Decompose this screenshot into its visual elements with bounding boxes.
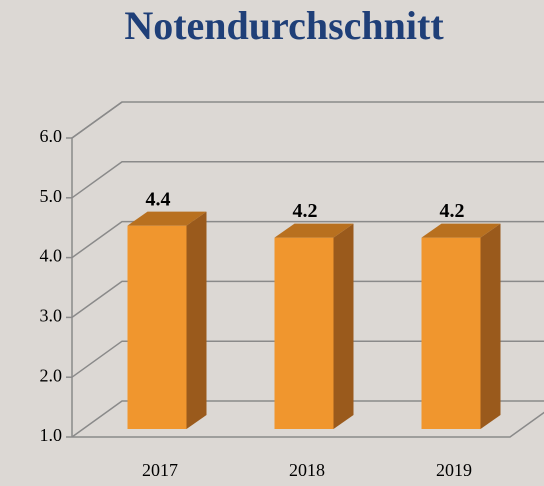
y-tick-label: 6.0 — [40, 126, 63, 146]
floor — [72, 411, 544, 438]
y-tick-label: 3.0 — [40, 306, 63, 326]
value-label: 4.2 — [293, 200, 318, 222]
bar-side — [186, 211, 207, 429]
value-label: 4.2 — [440, 200, 465, 222]
y-tick-label: 2.0 — [40, 365, 63, 385]
value-label: 4.4 — [146, 188, 171, 210]
x-tick-label: 2019 — [436, 460, 472, 480]
grid-line — [71, 400, 544, 438]
bar-side — [480, 223, 501, 429]
bar-top — [274, 223, 354, 238]
bar — [127, 225, 187, 429]
bar — [274, 237, 334, 429]
grid-line — [71, 340, 544, 378]
grid-line — [71, 101, 544, 139]
bar — [421, 237, 481, 429]
grid-line — [71, 161, 544, 199]
y-tick-label: 5.0 — [40, 186, 63, 206]
bar-top — [127, 211, 207, 226]
bar-top — [421, 223, 501, 238]
y-tick-label: 1.0 — [40, 425, 63, 445]
x-tick-label: 2017 — [142, 460, 178, 480]
grid-line — [71, 220, 544, 259]
bar-side — [333, 223, 354, 429]
grid-line — [71, 280, 544, 319]
x-tick-label: 2018 — [289, 460, 325, 480]
y-tick-label: 4.0 — [40, 246, 63, 266]
chart-title: Notendurchschnitt — [124, 3, 444, 48]
